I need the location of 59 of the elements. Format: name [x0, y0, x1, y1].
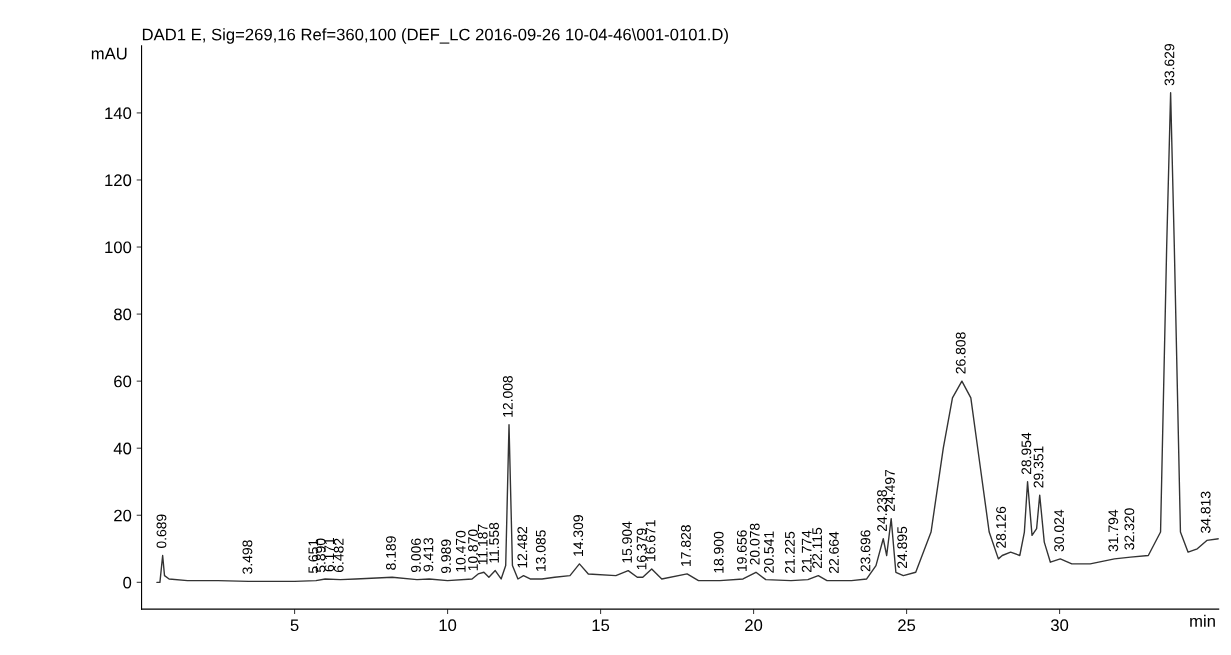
- annotation: 14.309: [573, 515, 584, 556]
- annotation: 28.126: [996, 506, 1006, 548]
- line-series: [156, 92, 1219, 584]
- y-tick-label: 60: [114, 375, 132, 388]
- y-tick-label: 120: [105, 174, 132, 187]
- annotation: 30.024: [1054, 509, 1065, 552]
- annotation: 9.989: [441, 539, 451, 574]
- annotation: 10.470: [455, 530, 466, 572]
- y-tick-label: 100: [105, 241, 132, 254]
- y-tick-label: 80: [114, 308, 132, 321]
- annotation: 16.671: [645, 520, 656, 561]
- annotation: 24.497: [885, 469, 895, 511]
- y-tick-label: 40: [113, 442, 132, 455]
- annotation: 26.808: [955, 332, 966, 374]
- annotation: 8.189: [386, 536, 396, 570]
- annotation: 3.498: [242, 540, 253, 574]
- annotation: 12.008: [502, 375, 513, 417]
- annotation: 20.541: [764, 531, 774, 573]
- annotation: 11.187: [477, 524, 488, 565]
- x-tick-label: 30: [1050, 619, 1069, 632]
- annotation: 15.904: [622, 521, 632, 563]
- annotation: 0.689: [156, 514, 167, 549]
- annotation: 17.828: [681, 525, 691, 566]
- annotation: 11.558: [489, 522, 499, 563]
- annotation: 33.629: [1164, 44, 1175, 86]
- y-tick-label: 0: [123, 576, 132, 589]
- annotation: 16.379: [636, 528, 647, 570]
- annotation: 19.656: [736, 530, 747, 571]
- x-tick-label: 15: [592, 619, 610, 632]
- annotation: 22.664: [828, 531, 839, 574]
- annotation: 22.115: [812, 527, 823, 568]
- annotation: 10.870: [468, 529, 478, 571]
- annotation: 31.794: [1108, 509, 1119, 552]
- x-axis-title: min: [1190, 614, 1215, 627]
- annotation: 12.482: [517, 526, 528, 568]
- annotation: 13.085: [535, 530, 546, 571]
- y-axis-title: mAU: [91, 47, 127, 60]
- annotation: 20.078: [749, 523, 760, 565]
- x-tick-label: 10: [439, 619, 457, 632]
- x-tick-label: 5: [290, 619, 299, 632]
- annotation: 28.954: [1021, 432, 1032, 475]
- annotation: 9.413: [423, 537, 434, 572]
- annotation: 18.900: [713, 531, 724, 573]
- annotation: 6.482: [333, 538, 344, 572]
- x-tick-label: 20: [745, 619, 763, 632]
- x-tick-label: 25: [898, 619, 916, 632]
- annotation: 23.696: [860, 530, 871, 572]
- annotation: 9.006: [411, 538, 421, 573]
- y-tick-label: 20: [114, 509, 132, 522]
- y-tick-label: 140: [105, 107, 132, 120]
- annotation: 21.225: [784, 531, 795, 574]
- chart-title: DAD1 E, Sig=269,16 Ref=360,100 (DEF_LC 2016-09-26 10-04-46\001-0101.D): [142, 28, 728, 44]
- annotation: 29.351: [1033, 446, 1044, 488]
- annotation: 6.171: [324, 537, 335, 572]
- annotation: 32.320: [1124, 508, 1135, 550]
- annotation: 24.238: [877, 489, 887, 532]
- annotation: 34.813: [1200, 491, 1211, 533]
- annotation: 21.774: [801, 530, 812, 572]
- annotation: 24.895: [897, 526, 908, 568]
